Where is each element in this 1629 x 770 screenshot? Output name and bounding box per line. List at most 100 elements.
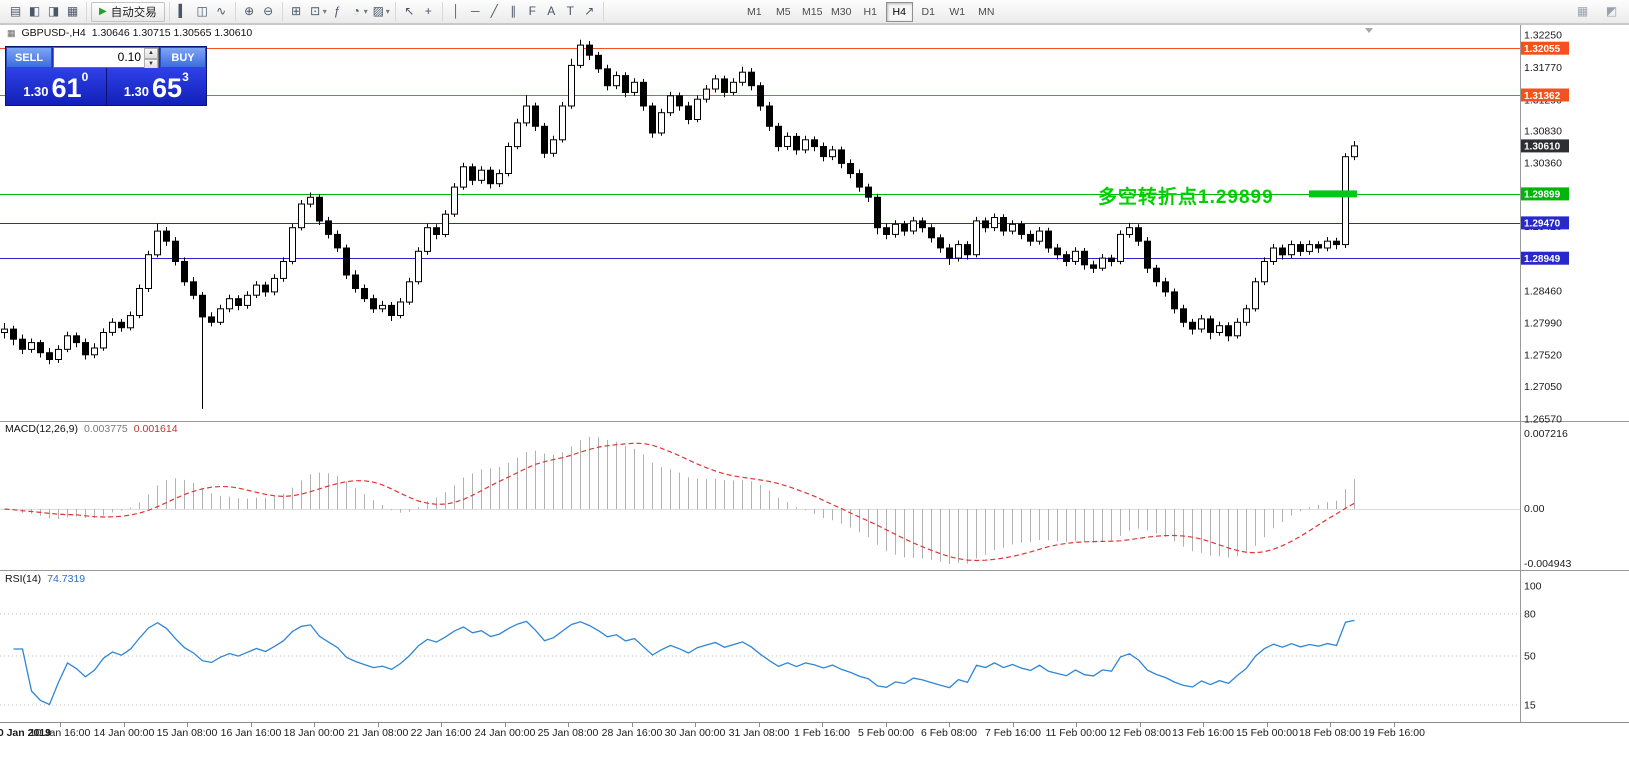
buy-price-base: 1.30 [123,84,150,99]
buy-price-button[interactable]: 1.30 65 3 [106,68,206,105]
timeframe-M30[interactable]: M30 [831,5,852,18]
svg-text:15 Jan 08:00: 15 Jan 08:00 [157,727,218,739]
periods-icon[interactable]: ◔ [352,4,360,18]
bar-chart-icon[interactable]: ▍ [178,4,188,18]
trendline-icon[interactable]: ╱ [490,4,498,18]
buy-button[interactable]: BUY [160,47,206,68]
timeframe-H1[interactable]: H1 [863,5,877,18]
timeframe-D1[interactable]: D1 [921,5,935,18]
layout-icon[interactable]: ▦ [1576,4,1589,18]
zoom-in-icon[interactable]: ⊕ [244,4,255,18]
symbol-label: GBPUSD-,H4 [21,27,86,39]
autotrading-play-icon: ▶ [99,6,107,17]
svg-text:7 Feb 16:00: 7 Feb 16:00 [985,727,1041,739]
price-tag-1.29899 [1521,187,1569,201]
timeframe-MN[interactable]: MN [978,5,995,18]
sell-button[interactable]: SELL [6,47,52,68]
timeframe-H4[interactable]: H4 [885,1,913,22]
label-icon[interactable]: T [566,4,574,18]
svg-text:1.28949: 1.28949 [1524,254,1561,265]
macd-histogram [13,437,1355,564]
fibonacci-icon[interactable]: F [528,4,536,18]
svg-text:22 Jan 16:00: 22 Jan 16:00 [411,727,472,739]
periods-icon-dropdown[interactable]: ▾ [363,7,368,16]
toolbar-group: ▍ ◫ ∿ [170,1,236,22]
new-order-icon[interactable]: ▤ [9,4,22,18]
one-click-trading-panel: SELL 0.10 ▲ ▼ BUY 1.30 61 0 1.30 65 3 [5,46,207,106]
new-chart-icon-dropdown[interactable]: ▾ [322,7,327,16]
toolbar: ▤ ◧ ◨ ▦ ▶ 自动交易 ▍ ◫ ∿ ⊕ ⊖ ⊞ ⊡ ▾ ƒ ◔ ▾ ▨ ▾ ↖ + │ ─ ╱ ∥ F A T ↗ M1 M5 M15… [0,0,1629,24]
svg-text:15: 15 [1524,700,1536,712]
timeframe-M5[interactable]: M5 [775,5,791,18]
pivot-annotation: 多空转折点1.29899 [1098,187,1274,208]
arrows-icon[interactable]: ↗ [584,4,595,18]
svg-text:31 Jan 08:00: 31 Jan 08:00 [729,727,790,739]
svg-text:50: 50 [1524,651,1536,663]
volume-input[interactable]: 0.10 ▲ ▼ [53,47,159,70]
autotrading-label: 自动交易 [110,6,157,19]
community-icon[interactable]: ◩ [1605,4,1618,18]
svg-text:5 Feb 00:00: 5 Feb 00:00 [858,727,914,739]
timeframe-M15[interactable]: M15 [802,5,823,18]
macd-name: MACD(12,26,9) [5,423,78,435]
svg-text:100: 100 [1524,581,1542,593]
svg-text:30 Jan 00:00: 30 Jan 00:00 [665,727,726,739]
svg-text:13 Feb 16:00: 13 Feb 16:00 [1172,727,1234,739]
svg-text:25 Jan 08:00: 25 Jan 08:00 [538,727,599,739]
svg-text:6 Feb 08:00: 6 Feb 08:00 [921,727,977,739]
timeframe-M1[interactable]: M1 [746,5,762,18]
rsi-line [13,619,1355,706]
autotrading-button[interactable]: ▶ 自动交易 [91,1,165,22]
autoscroll-marker-icon [1365,28,1373,33]
price-tag-1.29470 [1521,216,1569,230]
timeframe-W1[interactable]: W1 [949,5,966,18]
text-icon[interactable]: A [547,4,556,18]
candlestick-chart-icon[interactable]: ◫ [196,4,208,18]
rsi-axis-labels: 100 80 50 15 [1524,581,1542,712]
toolbar-group: ↖ + [396,1,443,22]
vertical-line-icon[interactable]: │ [452,4,461,18]
market-watch-icon[interactable]: ◧ [28,4,41,18]
volume-increase-button[interactable]: ▲ [144,48,158,59]
sell-price-button[interactable]: 1.30 61 0 [6,68,107,105]
rsi-value: 74.7319 [47,573,86,585]
svg-text:15 Feb 00:00: 15 Feb 00:00 [1236,727,1298,739]
navigator-icon[interactable]: ◨ [47,4,60,18]
indicators-icon[interactable]: ƒ [333,4,341,18]
zoom-out-icon[interactable]: ⊖ [263,4,274,18]
macd-main-value: 0.003775 [83,423,128,435]
svg-text:18 Feb 08:00: 18 Feb 08:00 [1299,727,1361,739]
chart-mini-icon: ▦ [7,27,16,38]
channel-icon[interactable]: ∥ [510,4,517,18]
cursor-icon[interactable]: ↖ [404,4,415,18]
price-tag-1.28949 [1521,251,1569,265]
svg-text:1.29899: 1.29899 [1524,190,1561,201]
rsi-name: RSI(14) [5,573,42,585]
svg-text:11 Feb 00:00: 11 Feb 00:00 [1045,727,1106,739]
svg-text:1.29470: 1.29470 [1524,219,1561,230]
toolbar-group: ⊞ ⊡ ▾ ƒ ◔ ▾ ▨ ▾ [283,1,396,22]
svg-text:80: 80 [1524,609,1536,621]
symbol-info: ▦ GBPUSD-,H4 1.30646 1.30715 1.30565 1.3… [7,27,252,39]
svg-text:28 Jan 16:00: 28 Jan 16:00 [602,727,663,739]
terminal-icon[interactable]: ▦ [66,4,79,18]
svg-text:1 Feb 16:00: 1 Feb 16:00 [794,727,850,739]
pivot-highlight-bar [1309,190,1357,198]
horizontal-line-icon[interactable]: ─ [470,4,480,18]
svg-text:0.00: 0.00 [1524,503,1545,515]
sell-price-base: 1.30 [23,84,49,99]
svg-text:16 Jan 16:00: 16 Jan 16:00 [221,727,282,739]
line-chart-icon[interactable]: ∿ [216,4,227,18]
svg-text:1.32250: 1.32250 [1524,30,1562,42]
templates-icon-dropdown[interactable]: ▾ [385,7,390,16]
templates-icon[interactable]: ▨ [372,4,384,18]
new-chart-icon[interactable]: ⊡ [310,4,321,18]
candlesticks-layer [1,39,1358,409]
tile-windows-icon[interactable]: ⊞ [291,4,302,18]
macd-label: MACD(12,26,9) 0.003775 0.001614 [5,423,178,435]
svg-text:21 Jan 08:00: 21 Jan 08:00 [348,727,409,739]
crosshair-icon[interactable]: + [424,4,432,18]
toolbar-right-icons: ▦ ◩ [1573,2,1627,21]
volume-spinner: ▲ ▼ [144,48,158,70]
